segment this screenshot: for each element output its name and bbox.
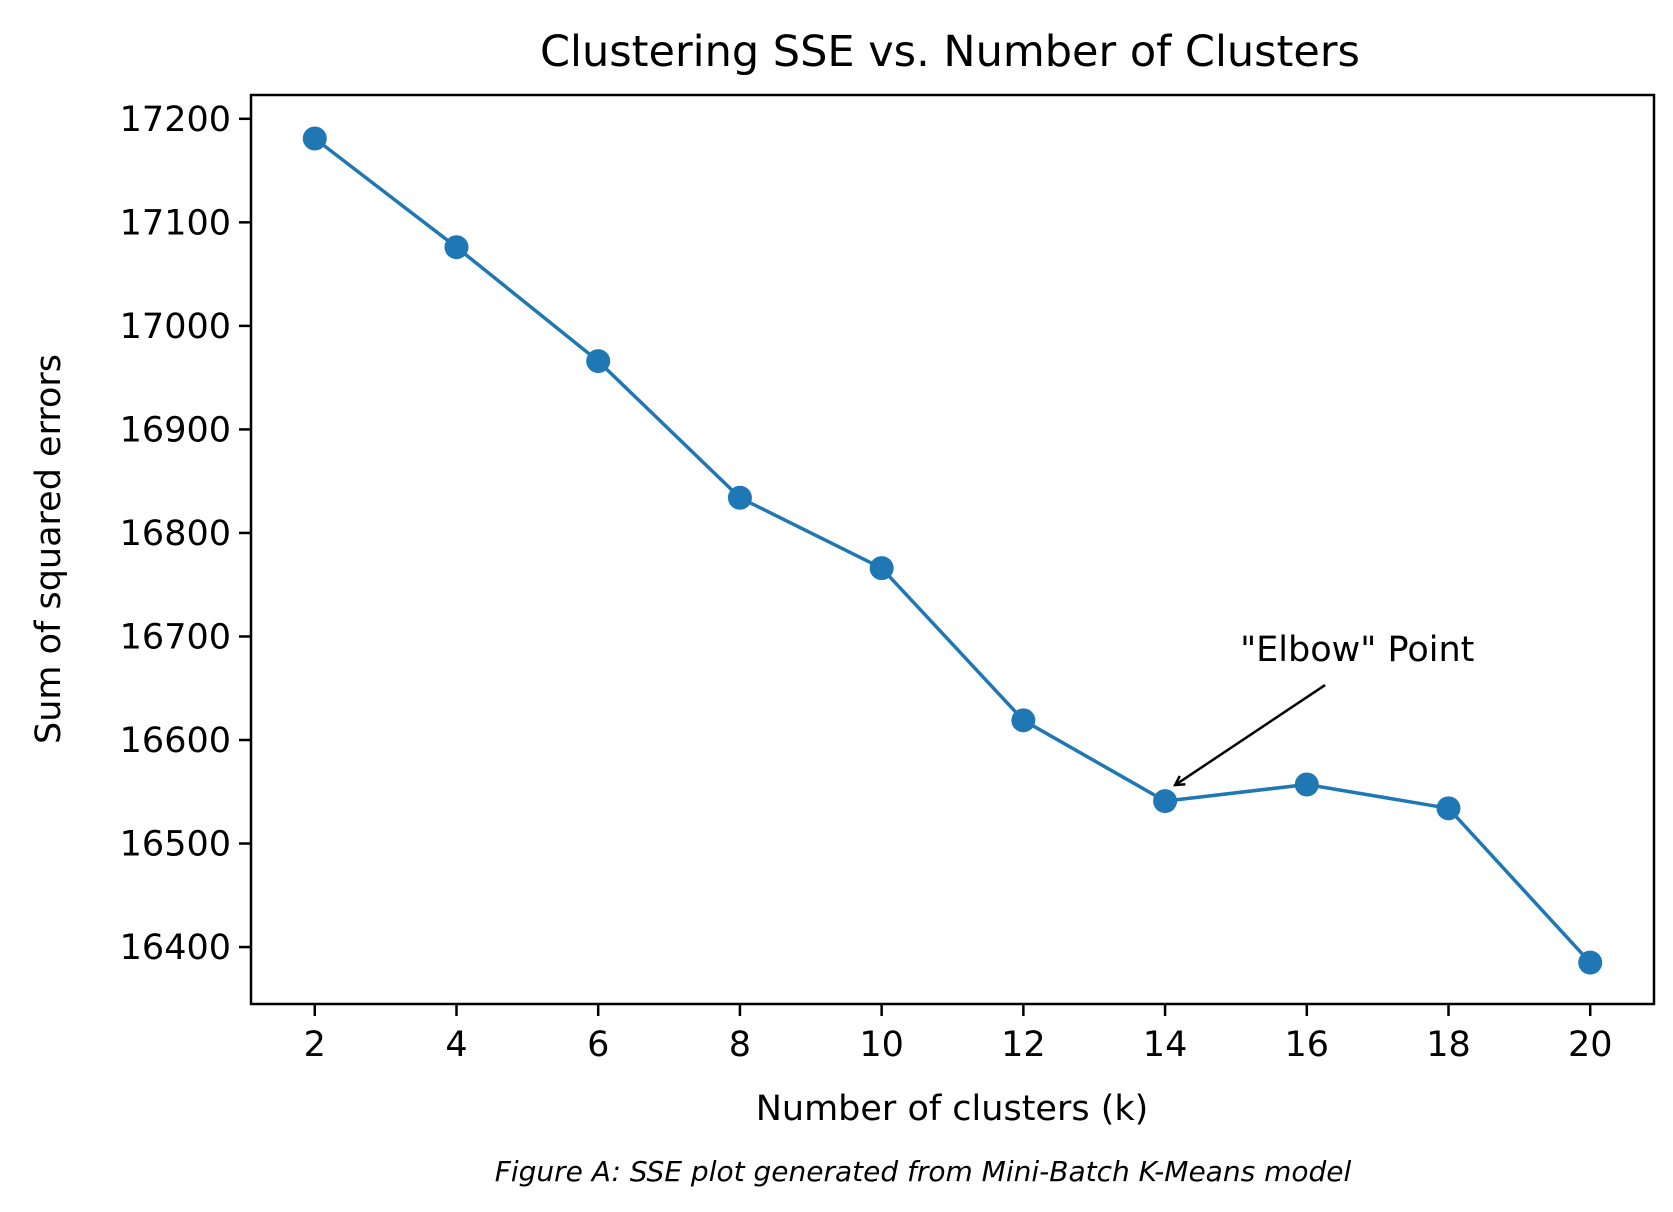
data-point <box>1578 950 1603 975</box>
figure-caption: Figure A: SSE plot generated from Mini-B… <box>495 1155 1352 1188</box>
data-point <box>1294 772 1319 797</box>
y-tick-label: 17000 <box>120 307 231 347</box>
plot-area <box>302 126 1603 975</box>
elbow-annotation-label: "Elbow" Point <box>1240 630 1474 670</box>
y-tick-label: 16400 <box>120 928 231 968</box>
x-tick-label: 10 <box>859 1025 904 1065</box>
x-tick-label: 16 <box>1285 1025 1330 1065</box>
data-point <box>1153 789 1178 814</box>
data-point <box>727 485 752 510</box>
data-point <box>586 349 611 374</box>
elbow-arrow <box>1175 684 1326 785</box>
y-tick-label: 16600 <box>120 721 231 761</box>
data-point <box>869 556 894 581</box>
data-point <box>1011 708 1036 733</box>
x-tick-label: 6 <box>587 1025 609 1065</box>
chart-title: Clustering SSE vs. Number of Clusters <box>540 27 1360 77</box>
y-tick-label: 17100 <box>120 203 231 243</box>
axes-frame <box>249 93 1656 1006</box>
x-tick-label: 2 <box>304 1025 326 1065</box>
y-tick-label: 16500 <box>120 825 231 865</box>
x-tick-label: 14 <box>1143 1025 1188 1065</box>
x-tick-label: 20 <box>1568 1025 1613 1065</box>
series-line <box>313 137 1592 964</box>
y-tick-label: 16800 <box>120 514 231 554</box>
x-axis: 2 4 6 8 10 12 14 16 18 20 <box>304 1004 1613 1065</box>
data-point <box>444 235 469 260</box>
x-tick-label: 4 <box>445 1025 467 1065</box>
data-point <box>1436 796 1461 821</box>
annotation: "Elbow" Point <box>1175 630 1474 785</box>
y-tick-label: 16900 <box>120 410 231 450</box>
y-axis-label: Sum of squared errors <box>29 354 69 744</box>
y-tick-label: 17200 <box>120 100 231 140</box>
x-tick-label: 8 <box>729 1025 751 1065</box>
y-axis: 16400 16500 16600 16700 16800 16900 17000 17100… <box>120 100 251 968</box>
x-tick-label: 12 <box>1001 1025 1046 1065</box>
data-point <box>302 126 327 151</box>
y-tick-label: 16700 <box>120 617 231 657</box>
x-tick-label: 18 <box>1426 1025 1471 1065</box>
x-axis-label: Number of clusters (k) <box>756 1089 1149 1129</box>
